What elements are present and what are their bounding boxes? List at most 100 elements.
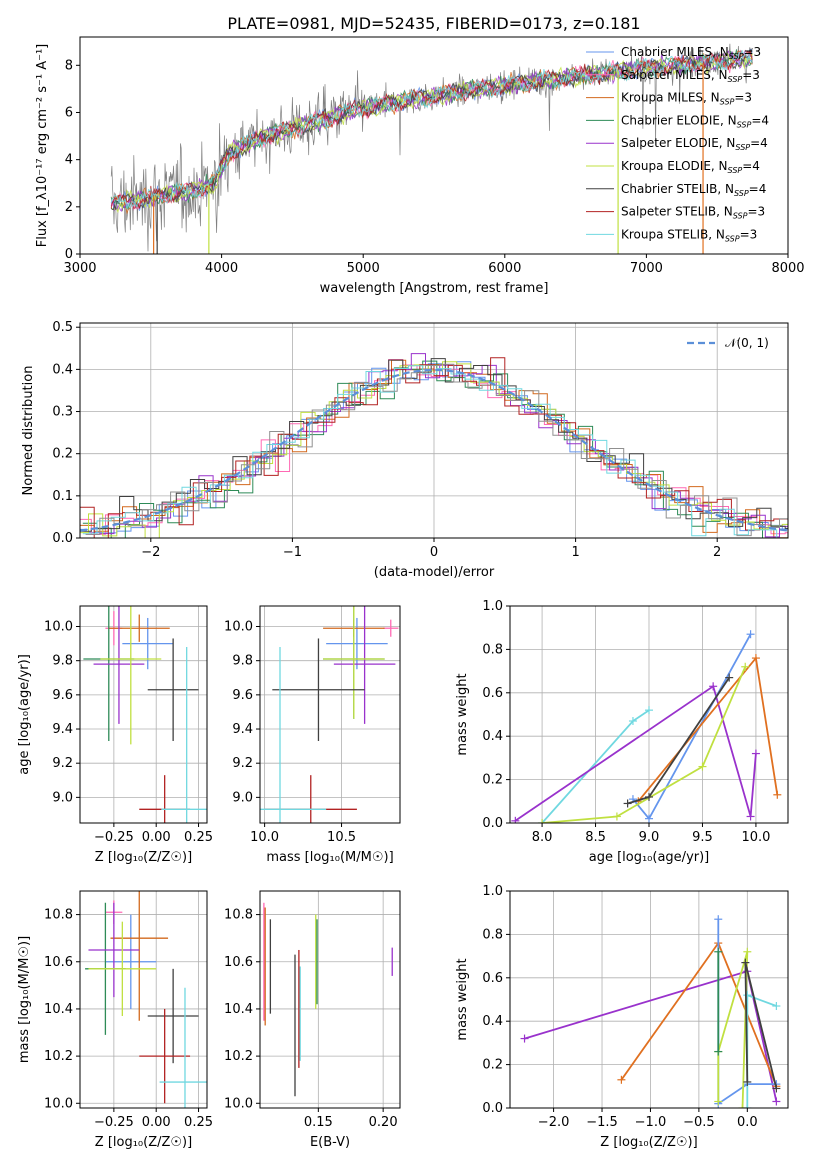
y-tick-label: 6 (65, 105, 73, 120)
y-tick-label: 0.5 (52, 320, 73, 335)
residuals-axes: −2 −1 0 1 2 0.0 0.1 0.2 0.3 0.4 0.5 (data-model)/er… (21, 320, 788, 580)
legend-label-main: Chabrier ELODIE, N (621, 113, 737, 127)
legend-label-sub: SSP (733, 212, 748, 221)
legend-label-sub: SSP (734, 189, 749, 198)
y-tick-label: 0.8 (482, 642, 503, 657)
y-tick-label: 0.0 (482, 1101, 503, 1116)
legend-label-main: Salpeter STELIB, N (621, 205, 733, 219)
y-tick-label: 9.2 (232, 756, 253, 771)
x-axis-label: Z [log₁₀(Z/Z☉)] (95, 850, 192, 865)
y-tick-label: 10.0 (224, 620, 253, 635)
y-tick-label: 0.2 (482, 773, 503, 788)
weight-series-kroupa_elodie (542, 666, 747, 823)
mass_vs_ebv-errorbars (263, 902, 393, 1097)
legend-label: Salpeter MILES, NSSP=3 (621, 68, 760, 84)
x-tick-label: 3000 (63, 261, 96, 276)
spectrum-model-kroupa_elodie (110, 52, 753, 214)
y-tick-label: 9.0 (52, 790, 73, 805)
x-tick-label: 10.5 (327, 830, 356, 845)
x-tick-label: 9.5 (692, 830, 713, 845)
legend-label-tail: =4 (742, 159, 760, 173)
legend-label-tail: =3 (734, 91, 752, 105)
y-tick-label: 9.6 (52, 688, 73, 703)
y-tick-label: 8 (65, 58, 73, 73)
x-tick-label: 8.0 (532, 830, 553, 845)
age_vs_Z-errorbars (83, 606, 207, 823)
y-tick-label: 10.8 (44, 908, 73, 923)
x-tick-label: 1 (571, 545, 579, 560)
y-tick-label: 9.8 (232, 654, 253, 669)
y-tick-label: 1.0 (482, 599, 503, 614)
y-tick-label: 0 (65, 247, 73, 262)
y-tick-label: 0.0 (482, 816, 503, 831)
y-tick-label: 10.2 (44, 1049, 73, 1064)
x-tick-label: 6000 (488, 261, 521, 276)
residual-histogram-salpeter_elodie (85, 353, 788, 538)
y-tick-label: 10.4 (44, 1002, 73, 1017)
y-axis-label: age [log₁₀(age/yr)] (17, 654, 32, 775)
x-axis-label: Z [log₁₀(Z/Z☉)] (95, 1135, 192, 1150)
y-tick-label: 0.4 (52, 362, 73, 377)
x-axis-label: (data-model)/error (374, 565, 495, 580)
age_vs_Z-axes: −0.25 0.00 0.25 9.0 9.2 9.4 9.6 9.8 10.0 Z [log₁₀… (17, 606, 213, 865)
y-tick-label: 0.3 (52, 405, 73, 420)
age_vs_mass-axes: 10.0 10.5 9.0 9.2 9.4 9.6 9.8 10.0 mass [log₁₀(M… (224, 606, 400, 865)
mass_vs_Z-errorbars (85, 891, 207, 1108)
x-tick-label: 10.0 (250, 830, 279, 845)
legend-label-tail: =3 (743, 45, 761, 59)
y-tick-label: 10.0 (224, 1096, 253, 1111)
y-tick-label: 0.0 (52, 531, 73, 546)
x-tick-label: 0.15 (304, 1115, 333, 1130)
axes-frame (509, 890, 789, 1109)
residual-legend: 𝒩(0, 1) (687, 336, 769, 350)
y-tick-label: 10.0 (44, 620, 73, 635)
axes-frame (79, 36, 789, 255)
x-axis-label: mass [log₁₀(M/M☉)] (266, 850, 393, 865)
x-tick-label: 0.00 (142, 830, 171, 845)
x-tick-label: 0 (430, 545, 438, 560)
legend-label-tail: =4 (749, 182, 767, 196)
legend-label-tail: =3 (740, 227, 758, 241)
y-tick-label: 0.2 (52, 447, 73, 462)
legend-label: Kroupa MILES, NSSP=3 (621, 91, 752, 107)
mass_vs_ebv-axes: 0.15 0.20 10.0 10.2 10.4 10.6 10.8 E(B-V) (224, 891, 400, 1150)
x-tick-label: −2.0 (538, 1115, 570, 1130)
y-axis-label: mass weight (455, 958, 470, 1040)
y-tick-label: 9.4 (232, 722, 253, 737)
legend-label-main: Kroupa MILES, N (621, 91, 720, 105)
x-tick-label: 2 (713, 545, 721, 560)
legend-label-tail: =4 (750, 136, 768, 150)
legend-label-sub: SSP (720, 98, 735, 107)
spectrum-lines (110, 43, 753, 254)
x-tick-label: −1 (283, 545, 302, 560)
y-tick-label: 0.2 (482, 1058, 503, 1073)
residual-histogram-data (85, 363, 788, 537)
y-tick-label: 0.6 (482, 686, 503, 701)
x-tick-label: −0.5 (683, 1115, 715, 1130)
x-tick-label: 8000 (771, 261, 804, 276)
legend-label: 𝒩(0, 1) (725, 336, 769, 350)
legend-label-tail: =3 (747, 205, 765, 219)
legend-label-main: Chabrier MILES, N (621, 45, 729, 59)
x-tick-label: −2 (141, 545, 160, 560)
legend-label-main: Salpeter MILES, N (621, 68, 728, 82)
y-axis-label: mass weight (455, 673, 470, 755)
weight-series-chabrier_miles (632, 633, 752, 821)
x-tick-label: 8.5 (585, 830, 606, 845)
x-axis-label: wavelength [Angstrom, rest frame] (320, 281, 549, 296)
y-tick-label: 0.8 (482, 927, 503, 942)
x-tick-label: −1.0 (635, 1115, 667, 1130)
legend-label: Kroupa STELIB, NSSP=3 (621, 227, 757, 243)
legend-label-sub: SSP (728, 166, 743, 175)
axes-frame (509, 605, 789, 824)
y-tick-label: 10.6 (224, 955, 253, 970)
legend-label-main: Kroupa STELIB, N (621, 227, 725, 241)
axes-frame (259, 890, 401, 1109)
legend-label-main: Chabrier STELIB, N (621, 182, 734, 196)
y-tick-label: 9.8 (52, 654, 73, 669)
axes-frame (79, 890, 208, 1109)
legend-label-tail: =4 (751, 113, 769, 127)
y-tick-label: 9.0 (232, 790, 253, 805)
x-tick-label: 10.0 (741, 830, 770, 845)
